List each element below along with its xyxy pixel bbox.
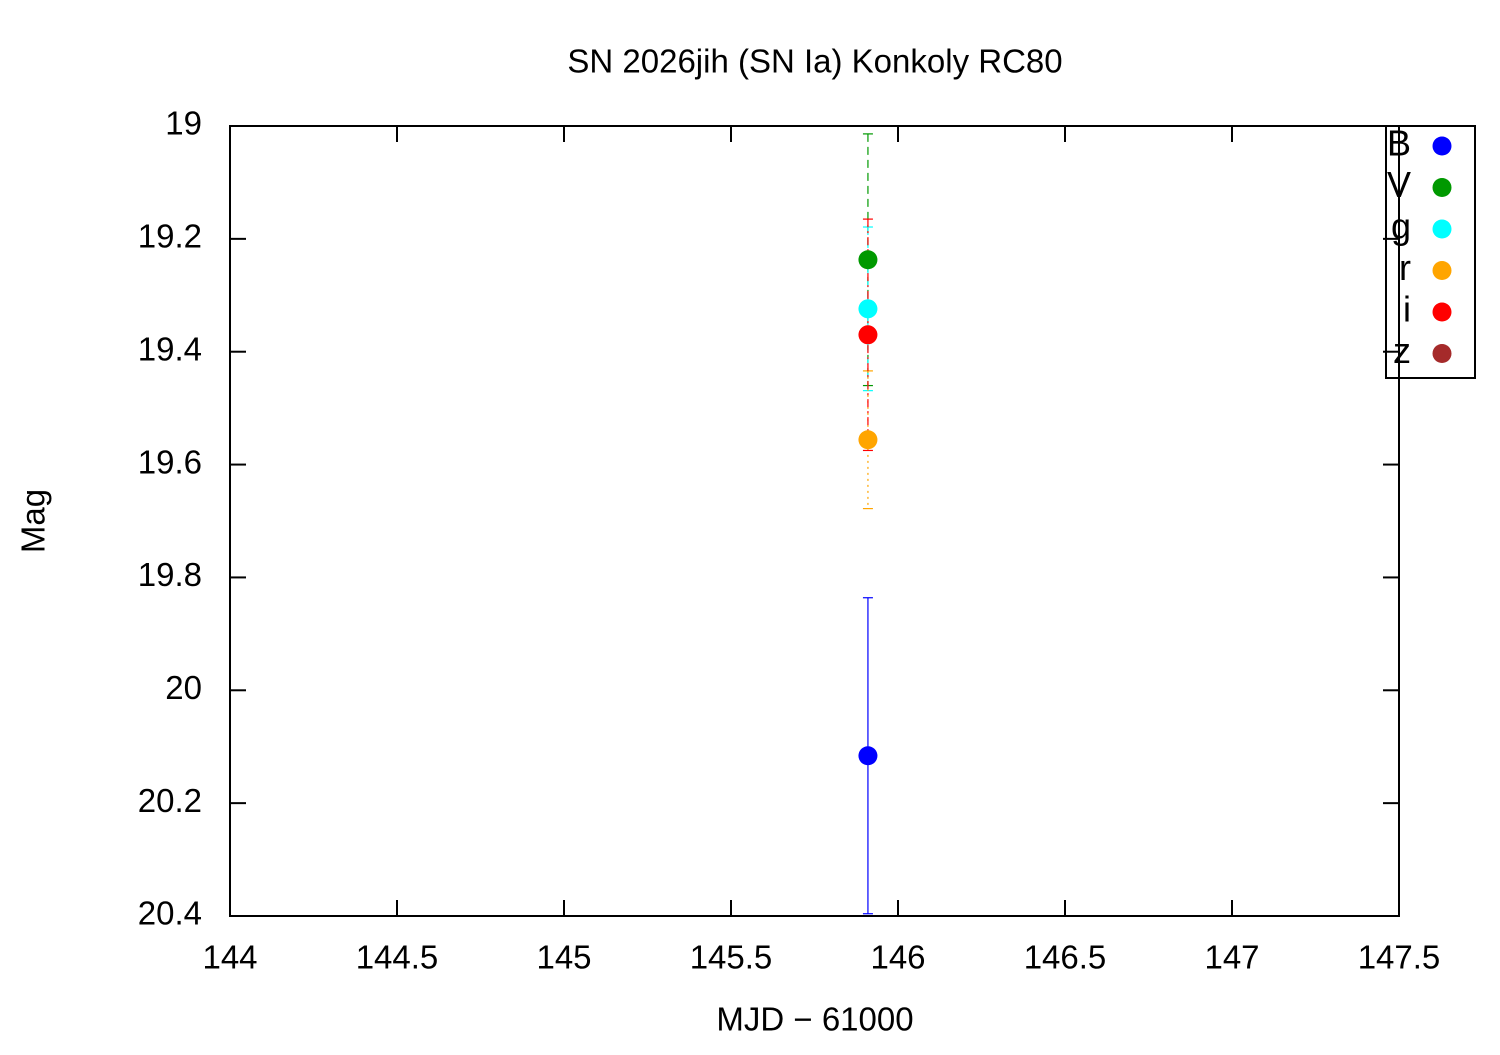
- data-point: [858, 299, 878, 319]
- data-point: [858, 325, 878, 345]
- x-tick-label: 144: [202, 939, 257, 976]
- y-tick-label: 20.2: [138, 782, 202, 819]
- data-point: [858, 746, 878, 766]
- legend-marker: [1432, 261, 1452, 280]
- x-tick-label: 144.5: [356, 939, 439, 976]
- x-tick-label: 146.5: [1024, 939, 1107, 976]
- legend-box: [1385, 125, 1476, 379]
- x-tick-label: 146: [870, 939, 925, 976]
- chart-title: SN 2026jih (SN Ia) Konkoly RC80: [567, 43, 1062, 80]
- plot-frame: [229, 125, 1400, 917]
- x-tick-label: 147: [1204, 939, 1259, 976]
- legend-marker: [1432, 219, 1452, 239]
- y-tick-label: 19.8: [138, 556, 202, 593]
- y-tick-label: 20: [165, 669, 202, 706]
- legend-label: i: [1403, 289, 1411, 330]
- x-tick-label: 145: [536, 939, 591, 976]
- x-tick-label: 147.5: [1358, 939, 1441, 976]
- y-tick-label: 19: [165, 105, 202, 142]
- legend-label: B: [1387, 123, 1411, 164]
- legend-label: r: [1399, 247, 1411, 288]
- x-tick-label: 145.5: [690, 939, 773, 976]
- plot-area: [858, 133, 878, 915]
- data-point: [858, 430, 878, 450]
- y-tick-label: 19.4: [138, 330, 202, 367]
- legend-marker: [1432, 136, 1452, 156]
- legend-label: g: [1391, 206, 1411, 247]
- legend-marker: [1432, 178, 1452, 197]
- legend-label: z: [1393, 330, 1411, 371]
- y-tick-label: 20.4: [138, 895, 202, 932]
- legend-label: V: [1387, 164, 1411, 205]
- legend-marker: [1432, 344, 1452, 363]
- x-axis-label: MJD − 61000: [716, 1001, 913, 1038]
- legend-marker: [1432, 302, 1452, 322]
- y-tick-label: 19.2: [138, 218, 202, 255]
- data-point: [858, 250, 878, 270]
- y-tick-label: 19.6: [138, 443, 202, 480]
- y-axis-label: Mag: [15, 489, 52, 553]
